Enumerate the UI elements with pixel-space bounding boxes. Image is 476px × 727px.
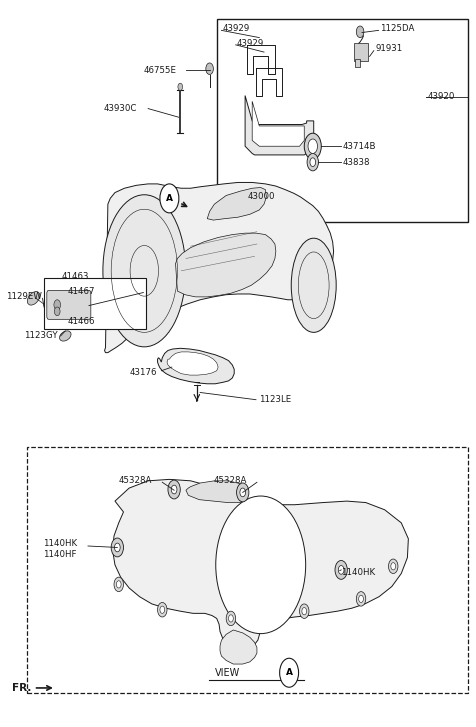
Text: 1140HF: 1140HF: [43, 550, 77, 559]
Text: 41467: 41467: [68, 286, 95, 296]
Text: 1140HK: 1140HK: [341, 568, 375, 577]
Circle shape: [304, 133, 321, 159]
Polygon shape: [186, 481, 245, 502]
Bar: [356, 60, 360, 67]
Circle shape: [178, 83, 183, 90]
Polygon shape: [252, 101, 304, 146]
Circle shape: [310, 158, 316, 166]
Circle shape: [216, 496, 306, 634]
Text: 43929: 43929: [223, 25, 250, 33]
Circle shape: [302, 608, 307, 615]
Polygon shape: [113, 479, 408, 648]
Circle shape: [240, 488, 246, 497]
Circle shape: [160, 606, 165, 614]
Circle shape: [308, 139, 317, 153]
Circle shape: [279, 658, 298, 687]
Circle shape: [206, 63, 213, 75]
Circle shape: [299, 604, 309, 619]
Text: A: A: [286, 668, 293, 678]
Text: A: A: [166, 194, 173, 203]
Circle shape: [111, 538, 123, 557]
Circle shape: [54, 300, 60, 310]
Text: 45328A: 45328A: [119, 476, 152, 486]
Circle shape: [307, 153, 318, 171]
Circle shape: [54, 307, 60, 316]
Circle shape: [357, 592, 366, 606]
Text: 91931: 91931: [375, 44, 403, 53]
Circle shape: [359, 595, 363, 603]
Text: 1129EW: 1129EW: [6, 292, 42, 301]
Circle shape: [357, 26, 364, 38]
Circle shape: [226, 611, 236, 626]
Ellipse shape: [291, 238, 336, 332]
Circle shape: [338, 566, 344, 574]
Text: 41463: 41463: [62, 272, 89, 281]
FancyBboxPatch shape: [47, 290, 91, 319]
Bar: [354, 43, 368, 61]
Circle shape: [228, 615, 233, 622]
Text: 1140HK: 1140HK: [43, 539, 77, 547]
Text: 43838: 43838: [342, 158, 369, 166]
Circle shape: [171, 485, 177, 494]
Polygon shape: [220, 630, 257, 664]
Text: 43000: 43000: [248, 193, 275, 201]
Text: 43930C: 43930C: [103, 104, 137, 113]
Text: 43929: 43929: [237, 39, 264, 48]
Circle shape: [116, 581, 121, 588]
Polygon shape: [158, 348, 234, 384]
Polygon shape: [245, 95, 314, 155]
Text: 46755E: 46755E: [143, 65, 176, 75]
Text: 43714B: 43714B: [342, 142, 376, 150]
Polygon shape: [207, 188, 267, 220]
Text: 43920: 43920: [427, 92, 455, 102]
Circle shape: [160, 184, 179, 213]
Text: VIEW: VIEW: [215, 667, 240, 678]
Text: 41466: 41466: [68, 317, 95, 326]
Bar: [44, 278, 146, 329]
Circle shape: [168, 480, 180, 499]
Circle shape: [388, 559, 398, 574]
Text: 1125DA: 1125DA: [380, 25, 414, 33]
Bar: [217, 20, 467, 222]
Circle shape: [158, 603, 167, 617]
Polygon shape: [105, 182, 334, 353]
Ellipse shape: [27, 292, 40, 305]
Circle shape: [391, 563, 396, 570]
Circle shape: [335, 561, 347, 579]
Polygon shape: [167, 352, 218, 375]
Text: FR.: FR.: [12, 683, 31, 693]
Text: 45328A: 45328A: [213, 476, 247, 486]
Circle shape: [114, 577, 123, 592]
Text: 43176: 43176: [129, 368, 157, 377]
Bar: [28, 447, 467, 693]
Circle shape: [237, 483, 249, 502]
Circle shape: [115, 543, 120, 552]
Text: 1123GY: 1123GY: [24, 332, 58, 340]
Ellipse shape: [103, 195, 186, 347]
Ellipse shape: [60, 331, 71, 341]
Polygon shape: [176, 233, 276, 297]
Text: 1123LE: 1123LE: [259, 395, 291, 404]
